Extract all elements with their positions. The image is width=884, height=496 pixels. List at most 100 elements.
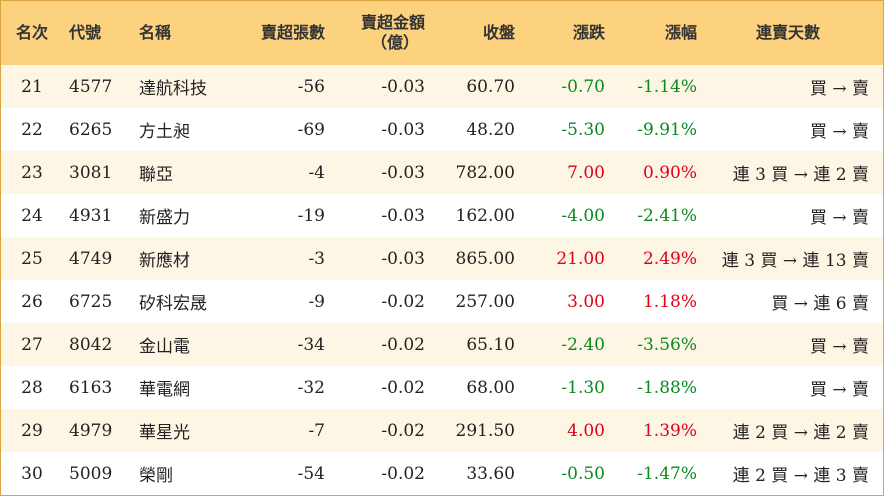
cell-close: 60.70: [466, 76, 515, 97]
cell-name[interactable]: 金山電: [139, 337, 190, 357]
cell-name[interactable]: 達航科技: [139, 79, 207, 99]
cell-net-sell-lots: -56: [297, 76, 325, 97]
cell-name[interactable]: 華星光: [139, 423, 190, 443]
cell-rank: 22: [21, 119, 43, 140]
cell-change-pct: 1.18%: [642, 291, 697, 312]
table-header-row: 名次 代號 名稱 賣超張數 賣超金額 （億） 收盤 漲跌 漲幅 連賣天數: [1, 1, 883, 65]
cell-rank: 28: [21, 377, 43, 398]
cell-streak: 連 2 買 → 連 2 賣: [732, 423, 869, 443]
cell-rank: 21: [21, 76, 43, 97]
header-net-sell-amount-unit: （億）: [370, 33, 419, 52]
header-close[interactable]: 收盤: [482, 23, 515, 42]
cell-change: 21.00: [556, 248, 605, 269]
cell-change-pct: -1.88%: [637, 377, 697, 398]
cell-streak: 買 → 連 6 賣: [771, 294, 869, 314]
cell-net-sell-lots: -54: [297, 463, 325, 484]
cell-change: 7.00: [567, 162, 605, 183]
cell-code[interactable]: 6265: [69, 119, 113, 140]
cell-name[interactable]: 新應材: [139, 251, 190, 271]
cell-net-sell-lots: -4: [308, 162, 325, 183]
cell-name[interactable]: 方土昶: [139, 122, 190, 142]
cell-rank: 27: [21, 334, 43, 355]
cell-change-pct: -3.56%: [637, 334, 697, 355]
table-row[interactable]: 27 8042 金山電 -34 -0.02 65.10 -2.40 -3.56% 買 → 賣: [1, 323, 883, 366]
cell-change-pct: 1.39%: [642, 420, 697, 441]
cell-change: 4.00: [567, 420, 605, 441]
table-row[interactable]: 22 6265 方土昶 -69 -0.03 48.20 -5.30 -9.91% 買 → 賣: [1, 108, 883, 151]
cell-net-sell-amount: -0.02: [381, 377, 425, 398]
cell-net-sell-amount: -0.03: [381, 162, 425, 183]
cell-close: 48.20: [466, 119, 515, 140]
cell-streak: 買 → 賣: [809, 337, 869, 357]
header-rank[interactable]: 名次: [15, 23, 48, 42]
header-name[interactable]: 名稱: [139, 23, 172, 42]
cell-change-pct: -9.91%: [637, 119, 697, 140]
table-row[interactable]: 21 4577 達航科技 -56 -0.03 60.70 -0.70 -1.14% 買 → 賣: [1, 65, 883, 108]
cell-change-pct: 0.90%: [642, 162, 697, 183]
cell-name[interactable]: 華電網: [139, 380, 190, 400]
table-row[interactable]: 25 4749 新應材 -3 -0.03 865.00 21.00 2.49% 連 3 買 → …: [1, 237, 883, 280]
cell-streak: 買 → 賣: [809, 79, 869, 99]
table-row[interactable]: 30 5009 榮剛 -54 -0.02 33.60 -0.50 -1.47% 連 2 買 → …: [1, 452, 883, 495]
cell-rank: 24: [21, 205, 43, 226]
cell-streak: 連 2 買 → 連 3 賣: [732, 466, 869, 486]
cell-streak: 買 → 賣: [809, 380, 869, 400]
cell-code[interactable]: 5009: [69, 463, 113, 484]
cell-net-sell-amount: -0.03: [381, 248, 425, 269]
cell-streak: 買 → 賣: [809, 122, 869, 142]
cell-close: 65.10: [466, 334, 515, 355]
cell-change: 3.00: [567, 291, 605, 312]
cell-close: 162.00: [455, 205, 515, 226]
cell-code[interactable]: 6725: [69, 291, 113, 312]
cell-change: -4.00: [561, 205, 605, 226]
cell-streak: 連 3 買 → 連 2 賣: [732, 165, 869, 185]
cell-net-sell-amount: -0.03: [381, 76, 425, 97]
cell-code[interactable]: 4749: [69, 248, 113, 269]
header-change-pct[interactable]: 漲幅: [664, 23, 697, 42]
cell-rank: 26: [21, 291, 43, 312]
cell-code[interactable]: 8042: [69, 334, 113, 355]
table-row[interactable]: 23 3081 聯亞 -4 -0.03 782.00 7.00 0.90% 連 3 買 → 連 …: [1, 151, 883, 194]
cell-close: 33.60: [466, 463, 515, 484]
header-code[interactable]: 代號: [69, 23, 102, 42]
cell-net-sell-amount: -0.03: [381, 119, 425, 140]
cell-close: 865.00: [455, 248, 515, 269]
cell-change-pct: 2.49%: [642, 248, 697, 269]
cell-net-sell-lots: -69: [297, 119, 325, 140]
table-row[interactable]: 26 6725 矽科宏晟 -9 -0.02 257.00 3.00 1.18% 買 → 連 6 …: [1, 280, 883, 323]
header-change[interactable]: 漲跌: [572, 23, 605, 42]
table-row[interactable]: 29 4979 華星光 -7 -0.02 291.50 4.00 1.39% 連 2 買 → 連…: [1, 409, 883, 452]
cell-change: -0.50: [561, 463, 605, 484]
cell-change: -1.30: [561, 377, 605, 398]
cell-rank: 25: [21, 248, 43, 269]
cell-code[interactable]: 3081: [69, 162, 113, 183]
cell-net-sell-lots: -19: [297, 205, 325, 226]
table-row[interactable]: 28 6163 華電網 -32 -0.02 68.00 -1.30 -1.88% 買 → 賣: [1, 366, 883, 409]
cell-code[interactable]: 4931: [69, 205, 113, 226]
cell-name[interactable]: 矽科宏晟: [139, 294, 207, 314]
cell-net-sell-amount: -0.02: [381, 291, 425, 312]
cell-rank: 29: [21, 420, 43, 441]
cell-change-pct: -1.14%: [637, 76, 697, 97]
cell-change: -0.70: [561, 76, 605, 97]
header-streak[interactable]: 連賣天數: [755, 23, 820, 42]
cell-net-sell-lots: -32: [297, 377, 325, 398]
cell-net-sell-lots: -7: [308, 420, 325, 441]
cell-name[interactable]: 聯亞: [139, 165, 173, 185]
cell-streak: 連 3 買 → 連 13 賣: [721, 251, 869, 271]
header-net-sell-lots[interactable]: 賣超張數: [260, 23, 325, 42]
header-net-sell-amount[interactable]: 賣超金額 （億）: [335, 1, 435, 65]
cell-net-sell-amount: -0.02: [381, 420, 425, 441]
cell-code[interactable]: 4577: [69, 76, 113, 97]
cell-code[interactable]: 6163: [69, 377, 113, 398]
cell-name[interactable]: 榮剛: [139, 466, 173, 486]
cell-net-sell-amount: -0.02: [381, 334, 425, 355]
cell-rank: 30: [21, 463, 43, 484]
cell-name[interactable]: 新盛力: [139, 208, 190, 228]
table-row[interactable]: 24 4931 新盛力 -19 -0.03 162.00 -4.00 -2.41% 買 → 賣: [1, 194, 883, 237]
cell-code[interactable]: 4979: [69, 420, 113, 441]
cell-streak: 買 → 賣: [809, 208, 869, 228]
